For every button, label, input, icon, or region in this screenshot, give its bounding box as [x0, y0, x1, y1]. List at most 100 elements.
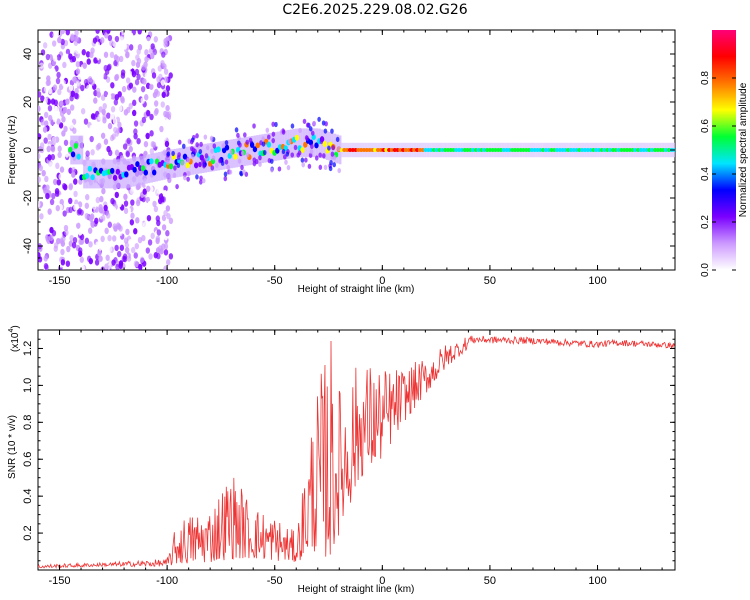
heatmap-noise-mark [161, 224, 167, 231]
heatmap-scatter-mark [328, 165, 333, 172]
heatmap-noise-mark [44, 175, 49, 183]
y-tick-label: -20 [22, 190, 34, 206]
heatmap-noise-mark [65, 30, 70, 36]
heatmap-noise-mark [73, 190, 78, 198]
heatmap-scatter-mark [331, 145, 335, 151]
heatmap-noise-mark [150, 232, 155, 240]
heatmap-noise-mark [86, 58, 91, 65]
heatmap-noise-mark [107, 122, 113, 130]
heatmap-envelope-mark [284, 130, 288, 160]
heatmap-noise-mark [75, 61, 81, 68]
heatmap-noise-mark [59, 198, 64, 206]
heatmap-noise-mark [118, 55, 124, 63]
heatmap-noise-mark [43, 137, 48, 144]
heatmap-noise-mark [47, 208, 52, 215]
heatmap-noise-mark [113, 225, 118, 232]
heatmap-noise-mark [156, 76, 161, 83]
heatmap-noise-mark [94, 217, 99, 225]
heatmap-noise-mark [83, 118, 89, 125]
heatmap-noise-mark [134, 242, 140, 250]
heatmap-noise-mark [51, 68, 56, 75]
heatmap-noise-mark [161, 196, 166, 203]
heatmap-noise-mark [128, 82, 134, 89]
heatmap-noise-mark [100, 37, 105, 44]
heatmap-noise-mark [160, 101, 165, 108]
heatmap-scatter-mark [210, 165, 215, 171]
heatmap-noise-mark [69, 122, 74, 129]
heatmap-envelope-mark [266, 133, 270, 163]
heatmap-noise-mark [106, 131, 111, 139]
heatmap-noise-mark [84, 202, 90, 209]
heatmap-envelope-mark [191, 145, 195, 175]
heatmap-noise-mark [88, 241, 93, 248]
heatmap-noise-mark [154, 108, 159, 115]
heatmap-noise-mark [98, 204, 103, 211]
heatmap-noise-mark [48, 234, 54, 242]
heatmap-noise-mark [113, 126, 118, 134]
heatmap-noise-mark [66, 245, 71, 253]
heatmap-noise-mark [50, 153, 56, 161]
heatmap-noise-mark [115, 263, 120, 270]
heatmap-noise-mark [39, 142, 45, 149]
heatmap-scatter-mark [175, 183, 179, 190]
heatmap-noise-mark [88, 257, 94, 265]
heatmap-noise-mark [68, 182, 74, 190]
heatmap-scatter-mark [290, 123, 295, 129]
heatmap-noise-mark [99, 72, 105, 79]
heatmap-scatter-mark [337, 167, 342, 174]
heatmap-noise-mark [38, 164, 43, 172]
heatmap-noise-mark [124, 246, 130, 254]
heatmap-noise-mark [156, 81, 162, 89]
heatmap-scatter-mark [285, 151, 290, 157]
heatmap-noise-mark [145, 247, 151, 254]
heatmap-noise-mark [130, 246, 136, 254]
heatmap-ridge-mark [294, 134, 300, 141]
heatmap-ridge-mark [275, 147, 280, 154]
heatmap-scatter-mark [198, 148, 203, 155]
heatmap-marks [38, 30, 675, 270]
heatmap-noise-mark [153, 60, 159, 67]
heatmap-noise-mark [90, 113, 96, 120]
heatmap-noise-mark [63, 224, 69, 232]
heatmap-envelope-mark [114, 159, 117, 189]
heatmap-envelope-mark [75, 135, 79, 165]
heatmap-noise-mark [165, 259, 171, 266]
y-tick-label: 0.6 [22, 452, 34, 467]
heatmap-ridge-mark [168, 163, 174, 170]
heatmap-scatter-mark [203, 134, 208, 140]
x-tick-label: 0 [379, 575, 385, 587]
heatmap-noise-mark [44, 120, 49, 127]
heatmap-noise-mark [111, 207, 117, 214]
heatmap-scatter-mark [318, 164, 323, 170]
heatmap-scatter-mark [305, 122, 310, 128]
heatmap-envelope-mark [127, 158, 130, 188]
heatmap-x-ticks: -150 -100 -50 0 50 100 [37, 30, 663, 287]
heatmap-envelope-mark [196, 145, 200, 174]
heatmap-noise-mark [156, 229, 162, 236]
heatmap-noise-mark [53, 178, 58, 186]
heatmap-noise-mark [110, 93, 115, 100]
heatmap-noise-mark [146, 110, 151, 117]
heatmap-noise-mark [147, 200, 153, 208]
heatmap-scatter-mark [309, 149, 314, 155]
heatmap-envelope-mark [248, 136, 252, 166]
heatmap-noise-mark [106, 64, 111, 71]
y-tick-label: 40 [22, 48, 34, 60]
heatmap-envelope-mark [274, 132, 277, 161]
y-tick-label: 20 [22, 96, 34, 108]
heatmap-scatter-mark [327, 145, 331, 151]
heatmap-noise-mark [129, 219, 135, 226]
heatmap-noise-mark [135, 217, 140, 224]
heatmap-noise-mark [122, 43, 128, 50]
heatmap-scatter-mark [186, 176, 190, 182]
heatmap-scatter-mark [265, 127, 270, 133]
heatmap-y-ticks: -40 -20 0 20 40 [22, 29, 675, 271]
heatmap-noise-mark [85, 193, 90, 201]
heatmap-scatter-mark [224, 159, 229, 165]
heatmap-noise-mark [125, 30, 130, 34]
heatmap-noise-mark [43, 97, 49, 105]
heatmap-noise-mark [146, 185, 151, 192]
heatmap-noise-mark [104, 227, 109, 235]
heatmap-noise-mark [42, 187, 48, 194]
heatmap-noise-mark [76, 222, 81, 229]
